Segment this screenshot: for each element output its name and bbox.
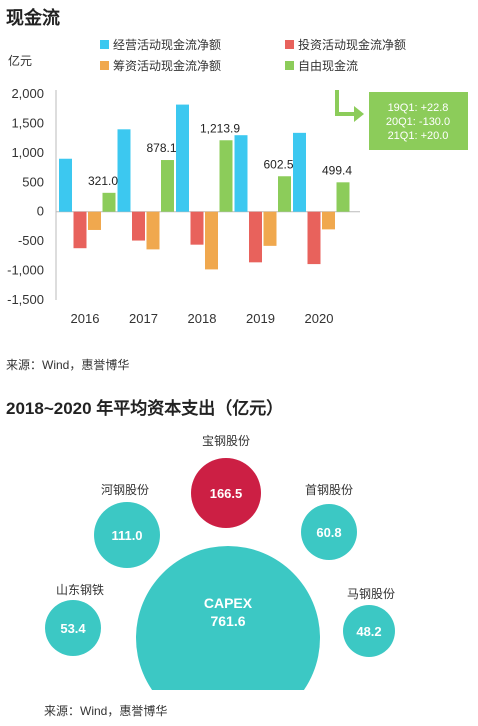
legend-swatch [100, 40, 109, 49]
free-cashflow-data-label: 321.0 [88, 174, 118, 188]
bar-operating [293, 132, 306, 212]
bubble-value: 48.2 [356, 624, 381, 639]
bubble-value: 53.4 [60, 621, 86, 636]
bubble-name: 山东钢铁 [56, 583, 104, 597]
bubble-value: 166.5 [210, 486, 243, 501]
bubble-name: 宝钢股份 [202, 434, 250, 448]
y-tick-label: 2,000 [11, 86, 44, 101]
legend-label: 筹资活动现金流净额 [113, 58, 221, 73]
bar-free [278, 176, 291, 212]
bubble-name: 马钢股份 [347, 587, 395, 601]
x-tick-label: 2019 [246, 311, 275, 326]
legend-label: 自由现金流 [298, 58, 358, 73]
callout-box [369, 92, 468, 150]
bubble-value: 111.0 [111, 528, 142, 543]
legend-swatch [100, 61, 109, 70]
callout-text: 20Q1: -130.0 [386, 116, 450, 128]
y-tick-label: -1,500 [7, 292, 44, 307]
bubble-name: CAPEX [204, 595, 253, 611]
x-tick-label: 2017 [129, 311, 158, 326]
y-tick-label: 1,000 [11, 145, 44, 160]
x-tick-label: 2016 [71, 311, 100, 326]
capex-source: 来源：Wind，惠誉博华 [44, 704, 168, 718]
y-tick-label: 1,500 [11, 115, 44, 130]
bubble-value: 60.8 [316, 525, 341, 540]
bar-investing [132, 211, 145, 241]
capex-bubble-chart: CAPEX 761.6 宝钢股份 166.5 河钢股份 111.0 首钢股份 60.8 山东钢铁… [45, 434, 395, 690]
capex-title: 2018~2020 年平均资本支出（亿元） [6, 399, 284, 418]
bubble-name: 首钢股份 [305, 483, 353, 497]
cashflow-chart: 亿元 2,000 1,500 1,000 500 0 -500 -1,000 -1,500 321… [7, 37, 468, 326]
legend-swatch [285, 61, 294, 70]
bubble [45, 600, 101, 656]
x-tick-label: 2018 [188, 311, 217, 326]
callout-text: 21Q1: +20.0 [388, 130, 449, 142]
bar-operating [176, 104, 189, 212]
bar-operating [59, 158, 72, 212]
callout-arrowhead [354, 106, 364, 122]
bar-free [161, 160, 174, 212]
legend-label: 投资活动现金流净额 [298, 37, 406, 52]
bar-investing [249, 211, 262, 263]
bar-financing [322, 211, 335, 230]
bar-operating [234, 135, 248, 212]
bubble [343, 605, 395, 657]
bubble [301, 504, 357, 560]
y-axis-unit: 亿元 [8, 53, 32, 68]
bar-free [219, 140, 233, 212]
bubble [136, 546, 320, 690]
y-tick-label: -500 [18, 233, 44, 248]
cashflow-title: 现金流 [6, 8, 60, 28]
bar-financing [88, 211, 101, 230]
bubble [191, 458, 261, 528]
free-cashflow-data-label: 602.5 [263, 157, 293, 171]
callout-text: 19Q1: +22.8 [388, 102, 449, 114]
bar-free [336, 182, 350, 212]
bubble-name: 河钢股份 [101, 483, 149, 497]
free-cashflow-data-label: 1,213.9 [200, 121, 240, 135]
callout-arrow [335, 90, 357, 116]
bar-operating [117, 129, 131, 212]
cashflow-source: 来源：Wind，惠誉博华 [6, 358, 130, 372]
legend-swatch [285, 40, 294, 49]
bar-investing [307, 211, 321, 265]
y-tick-label: 0 [37, 204, 44, 219]
free-cashflow-data-label: 878.1 [146, 141, 176, 155]
bar-free [102, 192, 116, 212]
bubble-value: 761.6 [210, 613, 245, 629]
y-tick-label: -1,000 [7, 263, 44, 278]
bar-financing [263, 211, 277, 246]
bar-financing [205, 211, 218, 270]
bar-investing [73, 211, 87, 249]
bar-investing [190, 211, 204, 245]
bar-financing [146, 211, 160, 250]
free-cashflow-data-label: 499.4 [322, 163, 352, 177]
y-tick-label: 500 [22, 174, 44, 189]
x-tick-label: 2020 [305, 311, 334, 326]
legend-label: 经营活动现金流净额 [113, 37, 221, 52]
bubble [94, 502, 160, 568]
